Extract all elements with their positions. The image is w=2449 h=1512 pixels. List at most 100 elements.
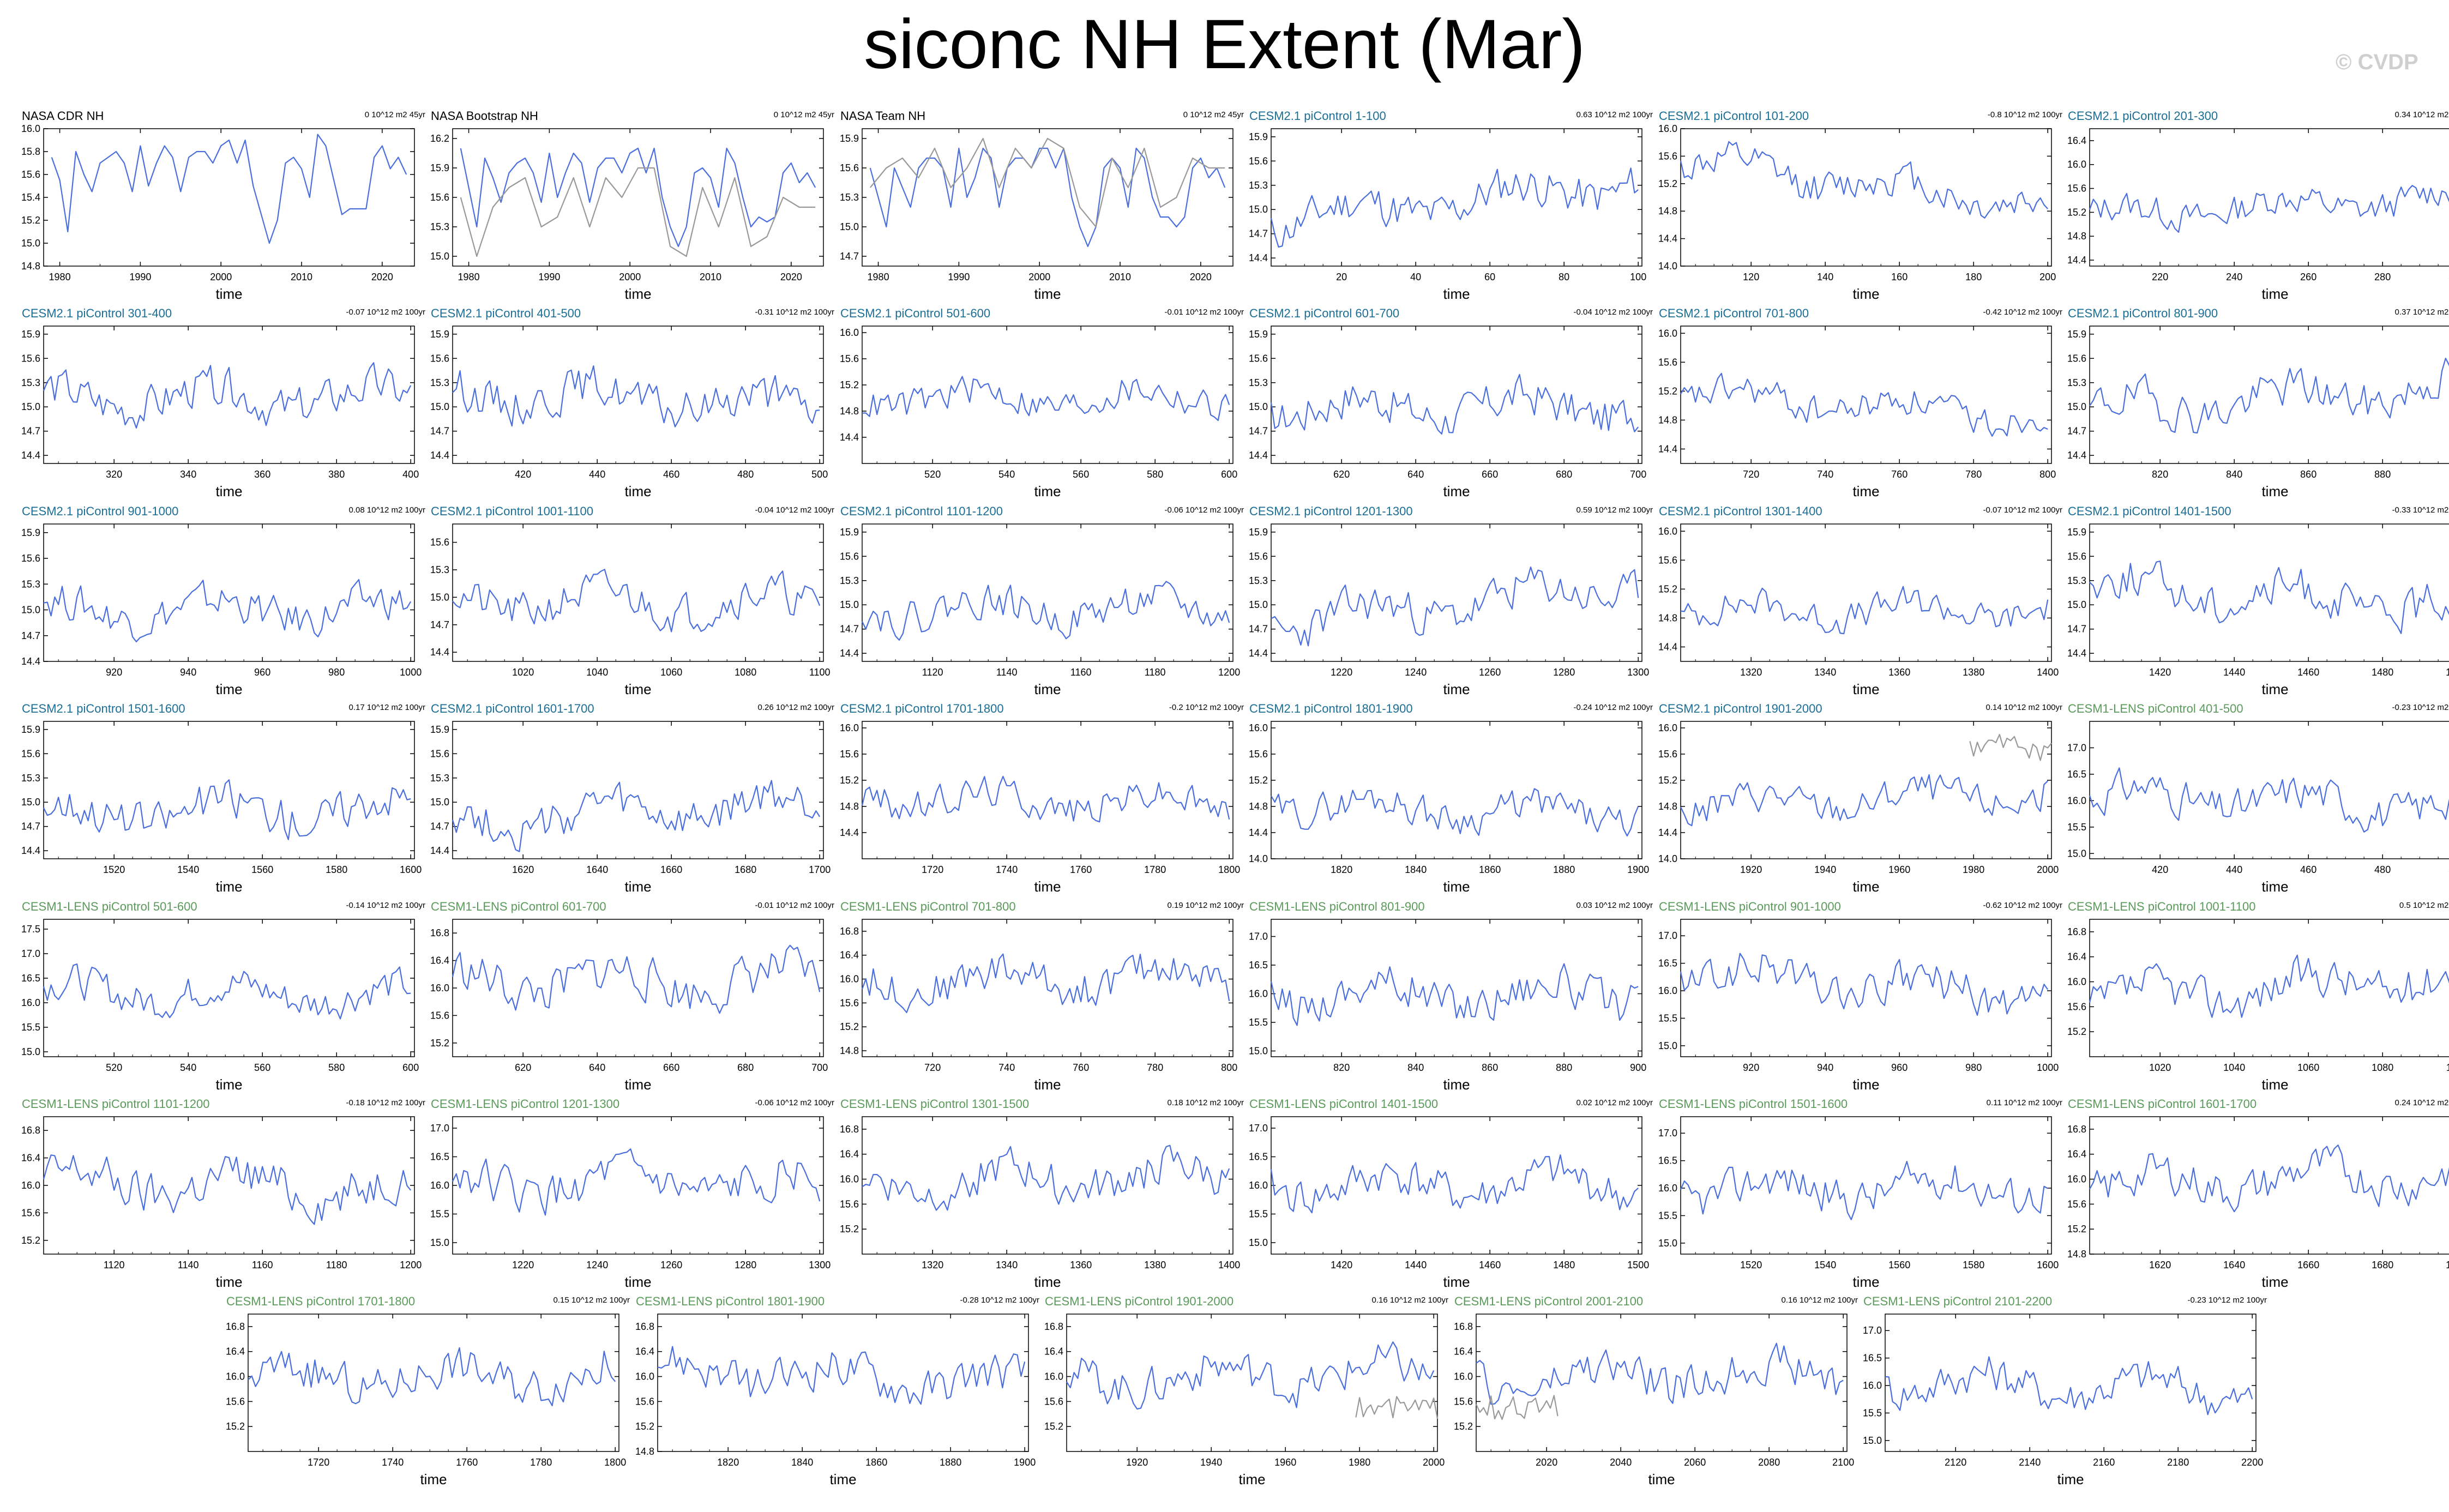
panel-plot: 14.8 15.2 15.6 16.0 16.4 16.8 1820 1840 1860 1880… [635, 1314, 1036, 1487]
panel-trend: 0.08 10^12 m2 100yr [348, 505, 425, 515]
x-tick-label: 1780 [1144, 864, 1166, 875]
x-tick-label: 1380 [1144, 1260, 1166, 1270]
x-tick-label: 920 [106, 667, 122, 678]
chart-panel: CESM2.1 piControl 101-200 -0.8 10^12 m2 1… [1658, 109, 2062, 308]
x-tick-label: 1860 [865, 1457, 887, 1468]
x-tick-label: 800 [2039, 469, 2056, 480]
chart-panel: CESM1-LENS piControl 1801-1900 -0.28 10^1… [635, 1294, 1039, 1493]
panel-trend: -0.31 10^12 m2 100yr [755, 308, 834, 317]
model-series-line [1885, 1356, 2253, 1415]
x-tick-label: 1300 [1627, 667, 1649, 678]
y-tick-label: 15.6 [1044, 1396, 1063, 1407]
x-tick-label: 680 [1556, 469, 1572, 480]
y-tick-label: 15.5 [21, 1022, 40, 1033]
x-tick-label: 2000 [210, 272, 232, 282]
x-tick-label: 2020 [1190, 272, 1212, 282]
x-tick-label: 160 [1891, 272, 1908, 282]
panel-trend: 0 10^12 m2 45yr [773, 110, 834, 119]
plot-frame [43, 326, 415, 464]
x-tick-label: 1100 [809, 667, 831, 678]
chart-panel: CESM2.1 piControl 901-1000 0.08 10^12 m2 … [21, 504, 425, 703]
panel-title: CESM2.1 piControl 301-400 [22, 306, 172, 320]
y-tick-label: 15.9 [840, 527, 859, 538]
chart-panel: CESM1-LENS piControl 401-500 -0.23 10^12 … [2067, 702, 2449, 900]
panel-title: CESM1-LENS piControl 2101-2200 [1863, 1294, 2053, 1308]
x-tick-label: 860 [2300, 469, 2316, 480]
y-tick-label: 16.5 [1658, 958, 1677, 969]
y-tick-label: 14.8 [1249, 801, 1268, 812]
model-series-line [862, 581, 1230, 641]
x-axis-label: time [1852, 1076, 1879, 1093]
x-tick-label: 1540 [177, 864, 199, 875]
panel-trend: 0.17 10^12 m2 100yr [348, 703, 425, 712]
model-series-line [861, 775, 1230, 823]
panel-title: CESM2.1 piControl 801-900 [2068, 306, 2218, 320]
obs-series-line [1476, 1395, 1559, 1420]
chart-panel: CESM1-LENS piControl 1201-1300 -0.06 10^1… [430, 1097, 834, 1296]
x-axis-label: time [1443, 878, 1470, 895]
plot-frame [452, 919, 824, 1057]
panel-title: CESM1-LENS piControl 1701-1800 [226, 1294, 416, 1308]
y-tick-label: 14.8 [1658, 414, 1677, 425]
x-axis-label: time [1852, 1274, 1879, 1290]
x-tick-label: 1080 [735, 667, 756, 678]
y-tick-label: 16.5 [1863, 1353, 1882, 1364]
y-tick-label: 15.9 [21, 329, 40, 340]
panel-plot: 14.4 14.7 15.0 15.3 15.6 15.9 1120 1140 1160 1180… [840, 523, 1240, 697]
y-tick-label: 15.9 [21, 724, 40, 735]
x-tick-label: 1800 [1218, 864, 1240, 875]
chart-panel: CESM2.1 piControl 1101-1200 -0.06 10^12 m… [840, 504, 1244, 703]
x-tick-label: 940 [180, 667, 196, 678]
x-axis-label: time [624, 1076, 651, 1093]
y-tick-label: 15.0 [21, 1046, 40, 1057]
panel-plot: 14.8 15.2 15.6 16.0 16.4 16.8 720 740 760 780 800 t… [840, 919, 1237, 1093]
x-axis-label: time [624, 681, 651, 697]
panel-plot: 15.015.516.016.517.0420440460480500time [2067, 721, 2449, 895]
panel-title: CESM2.1 piControl 1101-1200 [840, 504, 1003, 518]
y-tick-label: 17.5 [21, 924, 40, 935]
model-series-line [43, 1154, 412, 1225]
chart-panel: CESM1-LENS piControl 1501-1600 0.11 10^12… [1658, 1097, 2062, 1296]
x-tick-label: 1760 [1070, 864, 1092, 875]
model-series-line [1270, 1154, 1639, 1214]
model-series-line [1680, 1160, 2048, 1220]
y-tick-label: 15.2 [1454, 1421, 1473, 1432]
y-tick-label: 15.6 [2067, 551, 2086, 562]
x-tick-label: 1660 [660, 864, 682, 875]
x-tick-label: 2000 [2037, 864, 2059, 875]
y-tick-label: 15.0 [1658, 1238, 1677, 1249]
x-tick-label: 180 [1965, 272, 1982, 282]
plot-frame [1680, 128, 2052, 267]
x-tick-label: 1240 [1405, 667, 1427, 678]
x-tick-label: 1660 [2297, 1260, 2319, 1270]
panel-plot: 14.4 14.7 15.0 15.3 15.6 15.9 920 940 960 980 1000… [21, 523, 422, 697]
plot-frame [657, 1314, 1029, 1452]
model-series-line [862, 376, 1230, 421]
y-tick-label: 14.0 [1658, 853, 1677, 864]
chart-panel: NASA Bootstrap NH 0 10^12 m2 45yr 15.0 15.3… [430, 109, 834, 308]
plot-frame [2089, 721, 2449, 859]
y-tick-label: 15.0 [1249, 204, 1268, 215]
x-axis-label: time [215, 878, 242, 895]
y-tick-label: 15.9 [430, 329, 449, 340]
y-tick-label: 15.0 [1249, 401, 1268, 412]
x-tick-label: 1340 [1814, 667, 1836, 678]
panel-trend: -0.04 10^12 m2 100yr [1573, 308, 1653, 317]
y-tick-label: 16.0 [21, 123, 40, 134]
x-tick-label: 1580 [1963, 1260, 1984, 1270]
x-tick-label: 780 [1147, 1062, 1163, 1073]
panel-trend: -0.07 10^12 m2 100yr [1983, 505, 2062, 515]
x-tick-label: 1600 [400, 864, 422, 875]
y-tick-label: 15.0 [1658, 1040, 1677, 1051]
x-tick-label: 1260 [660, 1260, 682, 1270]
panel-trend: 0.63 10^12 m2 100yr [1576, 110, 1653, 119]
x-tick-label: 1980 [1349, 1457, 1370, 1468]
y-tick-label: 15.6 [1249, 551, 1268, 562]
y-tick-label: 15.0 [21, 238, 40, 249]
x-tick-label: 1500 [1627, 1260, 1649, 1270]
x-tick-label: 1580 [326, 864, 347, 875]
y-tick-label: 16.0 [1658, 1183, 1677, 1194]
x-axis-label: time [1034, 483, 1061, 499]
x-tick-label: 740 [1817, 469, 1833, 480]
y-tick-label: 15.0 [430, 1237, 449, 1248]
